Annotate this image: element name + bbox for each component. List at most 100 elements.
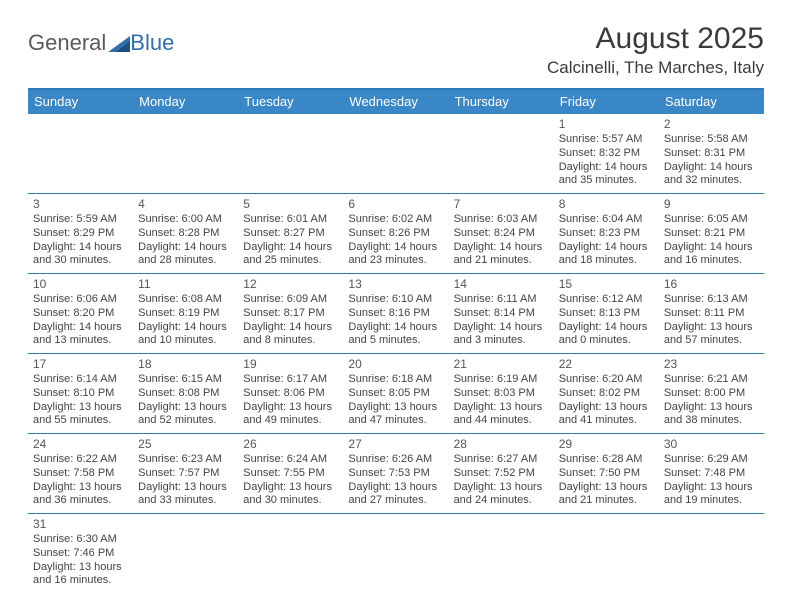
day-cell-empty	[449, 114, 554, 193]
day-cell: 13Sunrise: 6:10 AMSunset: 8:16 PMDayligh…	[343, 274, 448, 353]
daylight-line: Daylight: 13 hours and 41 minutes.	[559, 401, 654, 429]
dow-cell: Friday	[554, 90, 659, 114]
title-block: August 2025 Calcinelli, The Marches, Ita…	[547, 22, 764, 78]
daylight-line: Daylight: 13 hours and 52 minutes.	[138, 401, 233, 429]
daylight-line: Daylight: 14 hours and 16 minutes.	[664, 241, 759, 269]
day-cell: 27Sunrise: 6:26 AMSunset: 7:53 PMDayligh…	[343, 434, 448, 513]
sunset-line: Sunset: 8:02 PM	[559, 387, 654, 401]
sunset-line: Sunset: 8:17 PM	[243, 307, 338, 321]
day-number: 26	[243, 437, 338, 452]
day-cell: 28Sunrise: 6:27 AMSunset: 7:52 PMDayligh…	[449, 434, 554, 513]
sunrise-line: Sunrise: 5:58 AM	[664, 133, 759, 147]
day-number: 23	[664, 357, 759, 372]
sunrise-line: Sunrise: 6:10 AM	[348, 293, 443, 307]
sunrise-line: Sunrise: 6:30 AM	[33, 533, 128, 547]
sunrise-line: Sunrise: 6:23 AM	[138, 453, 233, 467]
sunrise-line: Sunrise: 6:12 AM	[559, 293, 654, 307]
day-number: 24	[33, 437, 128, 452]
day-cell: 1Sunrise: 5:57 AMSunset: 8:32 PMDaylight…	[554, 114, 659, 193]
weeks-container: 1Sunrise: 5:57 AMSunset: 8:32 PMDaylight…	[28, 114, 764, 593]
sunrise-line: Sunrise: 6:15 AM	[138, 373, 233, 387]
month-title: August 2025	[547, 22, 764, 56]
daylight-line: Daylight: 13 hours and 55 minutes.	[33, 401, 128, 429]
daylight-line: Daylight: 14 hours and 35 minutes.	[559, 161, 654, 189]
day-cell-empty	[449, 514, 554, 593]
sunset-line: Sunset: 8:21 PM	[664, 227, 759, 241]
sunrise-line: Sunrise: 6:02 AM	[348, 213, 443, 227]
week-row: 10Sunrise: 6:06 AMSunset: 8:20 PMDayligh…	[28, 274, 764, 354]
day-number: 4	[138, 197, 233, 212]
day-number: 22	[559, 357, 654, 372]
day-cell: 10Sunrise: 6:06 AMSunset: 8:20 PMDayligh…	[28, 274, 133, 353]
sunset-line: Sunset: 8:03 PM	[454, 387, 549, 401]
daylight-line: Daylight: 14 hours and 28 minutes.	[138, 241, 233, 269]
day-cell-empty	[554, 514, 659, 593]
sunset-line: Sunset: 8:29 PM	[33, 227, 128, 241]
dow-cell: Monday	[133, 90, 238, 114]
daylight-line: Daylight: 13 hours and 16 minutes.	[33, 561, 128, 589]
day-number: 12	[243, 277, 338, 292]
sunrise-line: Sunrise: 5:59 AM	[33, 213, 128, 227]
day-number: 29	[559, 437, 654, 452]
sunrise-line: Sunrise: 6:09 AM	[243, 293, 338, 307]
daylight-line: Daylight: 13 hours and 33 minutes.	[138, 481, 233, 509]
sunset-line: Sunset: 8:26 PM	[348, 227, 443, 241]
sunrise-line: Sunrise: 6:05 AM	[664, 213, 759, 227]
sunset-line: Sunset: 8:05 PM	[348, 387, 443, 401]
logo-text-1: General	[28, 30, 106, 56]
logo: General Blue	[28, 22, 174, 56]
day-cell-empty	[343, 514, 448, 593]
day-number: 31	[33, 517, 128, 532]
day-number: 14	[454, 277, 549, 292]
day-number: 18	[138, 357, 233, 372]
sunset-line: Sunset: 7:50 PM	[559, 467, 654, 481]
day-cell: 22Sunrise: 6:20 AMSunset: 8:02 PMDayligh…	[554, 354, 659, 433]
daylight-line: Daylight: 14 hours and 25 minutes.	[243, 241, 338, 269]
sunset-line: Sunset: 8:28 PM	[138, 227, 233, 241]
week-row: 3Sunrise: 5:59 AMSunset: 8:29 PM Daylight…	[28, 194, 764, 274]
day-cell: 29Sunrise: 6:28 AMSunset: 7:50 PMDayligh…	[554, 434, 659, 513]
sunrise-line: Sunrise: 6:22 AM	[33, 453, 128, 467]
location-label: Calcinelli, The Marches, Italy	[547, 58, 764, 78]
sunset-line: Sunset: 8:08 PM	[138, 387, 233, 401]
day-number: 9	[664, 197, 759, 212]
sunset-line: Sunset: 8:31 PM	[664, 147, 759, 161]
day-cell-empty	[133, 514, 238, 593]
day-number: 19	[243, 357, 338, 372]
daylight-line: Daylight: 13 hours and 47 minutes.	[348, 401, 443, 429]
sunrise-line: Sunrise: 6:24 AM	[243, 453, 338, 467]
day-cell: 20Sunrise: 6:18 AMSunset: 8:05 PMDayligh…	[343, 354, 448, 433]
daylight-line: Daylight: 13 hours and 19 minutes.	[664, 481, 759, 509]
header: General Blue August 2025 Calcinelli, The…	[28, 22, 764, 78]
day-number: 21	[454, 357, 549, 372]
daylight-line: Daylight: 14 hours and 10 minutes.	[138, 321, 233, 349]
daylight-line: Daylight: 13 hours and 49 minutes.	[243, 401, 338, 429]
sunrise-line: Sunrise: 6:06 AM	[33, 293, 128, 307]
day-number: 5	[243, 197, 338, 212]
sunset-line: Sunset: 7:55 PM	[243, 467, 338, 481]
day-cell: 3Sunrise: 5:59 AMSunset: 8:29 PMDaylight…	[28, 194, 133, 273]
sunset-line: Sunset: 8:20 PM	[33, 307, 128, 321]
sunset-line: Sunset: 7:57 PM	[138, 467, 233, 481]
day-number: 7	[454, 197, 549, 212]
dow-header-row: SundayMondayTuesdayWednesdayThursdayFrid…	[28, 90, 764, 114]
day-cell: 25Sunrise: 6:23 AMSunset: 7:57 PMDayligh…	[133, 434, 238, 513]
daylight-line: Daylight: 13 hours and 27 minutes.	[348, 481, 443, 509]
sunset-line: Sunset: 8:14 PM	[454, 307, 549, 321]
week-row: 31Sunrise: 6:30 AMSunset: 7:46 PMDayligh…	[28, 514, 764, 593]
day-number: 16	[664, 277, 759, 292]
sunrise-line: Sunrise: 6:01 AM	[243, 213, 338, 227]
day-number: 11	[138, 277, 233, 292]
sunrise-line: Sunrise: 6:04 AM	[559, 213, 654, 227]
sunrise-line: Sunrise: 5:57 AM	[559, 133, 654, 147]
day-cell: 14Sunrise: 6:11 AMSunset: 8:14 PMDayligh…	[449, 274, 554, 353]
sunset-line: Sunset: 7:52 PM	[454, 467, 549, 481]
logo-text-2: Blue	[130, 30, 174, 56]
day-number: 17	[33, 357, 128, 372]
sunset-line: Sunset: 8:19 PM	[138, 307, 233, 321]
day-cell: 18Sunrise: 6:15 AMSunset: 8:08 PMDayligh…	[133, 354, 238, 433]
day-cell: 12Sunrise: 6:09 AMSunset: 8:17 PMDayligh…	[238, 274, 343, 353]
sunset-line: Sunset: 8:13 PM	[559, 307, 654, 321]
day-number: 3	[33, 197, 128, 212]
daylight-line: Daylight: 14 hours and 21 minutes.	[454, 241, 549, 269]
